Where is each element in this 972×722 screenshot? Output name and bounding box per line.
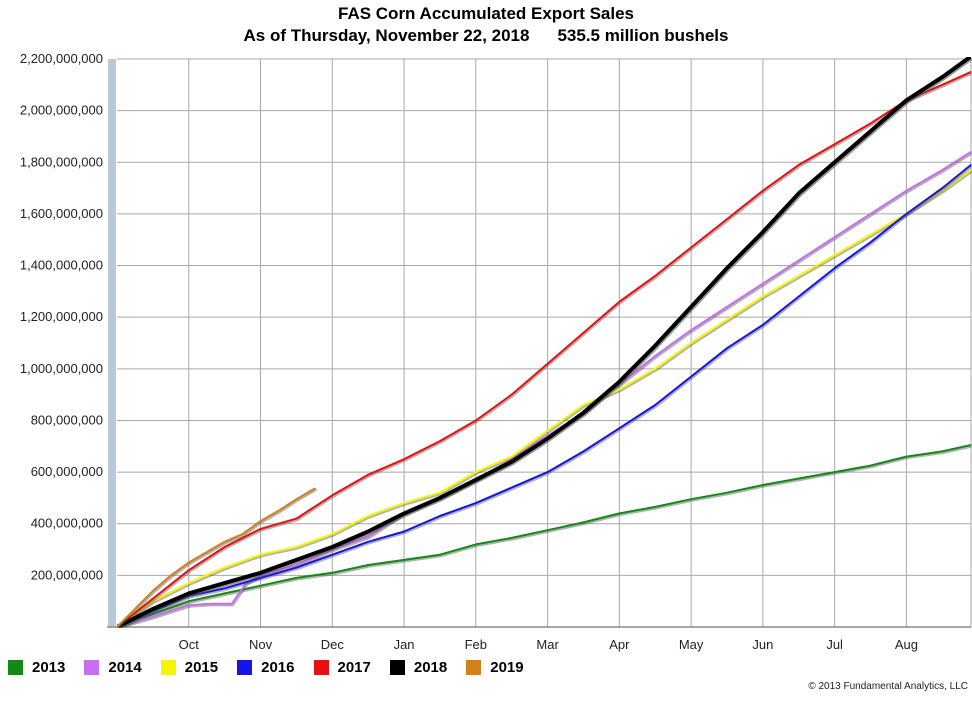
x-tick-label: Jan [394, 637, 415, 652]
x-tick-label: Feb [465, 637, 487, 652]
subtitle-date: As of Thursday, November 22, 2018 [243, 26, 530, 45]
series-shadow-2017 [117, 71, 972, 628]
series-line-2019 [117, 487, 316, 627]
series-line-2013 [117, 444, 971, 627]
series-shadow-2019 [117, 488, 317, 628]
legend-swatch [160, 659, 176, 675]
y-tick-label: 2,200,000,000 [20, 51, 103, 66]
legend-swatch [466, 659, 482, 675]
series-shadow-2016 [117, 164, 972, 628]
legend-swatch [389, 659, 405, 675]
legend-swatch [313, 659, 329, 675]
legend-item-2015: 2015 [160, 658, 219, 676]
x-tick-label: Dec [321, 637, 345, 652]
x-tick-label: Oct [179, 637, 200, 652]
legend-label: 2017 [337, 658, 371, 676]
y-tick-label: 600,000,000 [31, 464, 103, 479]
chart-legend: 2013 2014 2015 2016 2017 2018 2019 [8, 656, 543, 678]
x-tick-label: Jun [752, 637, 773, 652]
x-tick-label: Jul [826, 637, 843, 652]
series-shadow-2015 [117, 169, 972, 628]
y-tick-label: 1,200,000,000 [20, 309, 103, 324]
series-line-2015 [117, 169, 971, 627]
x-tick-label: May [679, 637, 704, 652]
y-tick-label: 1,400,000,000 [20, 258, 103, 273]
series-line-2017 [117, 70, 971, 627]
legend-label: 2015 [184, 658, 219, 676]
legend-label: 2018 [413, 658, 448, 676]
legend-swatch [84, 659, 100, 675]
legend-item-2014: 2014 [84, 658, 142, 676]
plot-area [117, 59, 971, 627]
x-tick-label: Nov [249, 637, 273, 652]
legend-item-2018: 2018 [389, 658, 448, 676]
legend-swatch [8, 659, 23, 675]
series-line-2018 [117, 57, 971, 627]
legend-label: 2019 [490, 658, 524, 676]
x-tick-label: Mar [536, 637, 559, 652]
legend-label: 2013 [32, 658, 66, 676]
y-tick-label: 1,000,000,000 [20, 361, 103, 376]
chart-title: FAS Corn Accumulated Export Sales [338, 4, 634, 23]
series-line-2016 [117, 163, 971, 627]
y-tick-label: 400,000,000 [31, 516, 103, 531]
x-tick-label: Apr [609, 637, 630, 652]
legend-item-2013: 2013 [8, 659, 65, 676]
y-tick-label: 2,000,000,000 [20, 103, 103, 118]
y-tick-label: 1,600,000,000 [20, 206, 103, 221]
legend-item-2016: 2016 [237, 658, 295, 676]
x-tick-label: Aug [895, 637, 918, 652]
series-shadow-2013 [117, 444, 972, 628]
chart-subtitle: As of Thursday, November 22, 2018 535.5 m… [0, 26, 972, 46]
y-tick-label: 1,800,000,000 [20, 154, 103, 169]
y-tick-label: 800,000,000 [31, 412, 103, 427]
y-axis-bar [108, 59, 116, 627]
y-tick-label: 200,000,000 [31, 567, 103, 582]
legend-swatch [237, 659, 253, 675]
copyright-notice: © 2013 Fundamental Analytics, LLC [808, 681, 968, 692]
legend-item-2017: 2017 [313, 658, 371, 676]
legend-label: 2014 [108, 658, 142, 676]
legend-item-2019: 2019 [466, 658, 524, 676]
legend-label: 2016 [261, 658, 295, 676]
subtitle-value: 535.5 million bushels [557, 26, 729, 45]
series-line-2014 [117, 150, 971, 627]
